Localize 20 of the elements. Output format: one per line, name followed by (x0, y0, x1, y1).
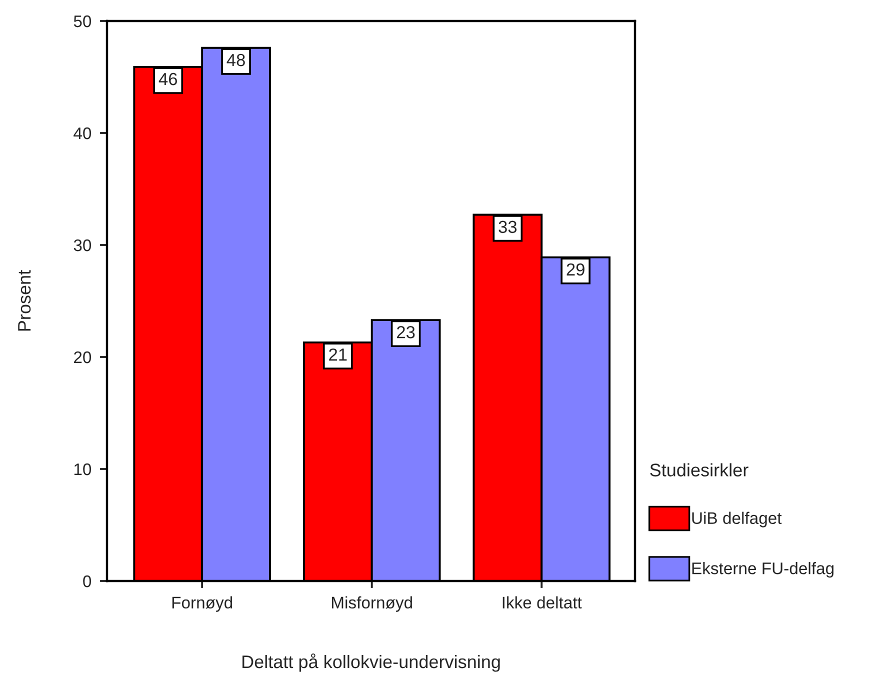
y-axis-title: Prosent (18, 270, 31, 331)
legend-label: UiB delfaget (692, 512, 782, 528)
y-tick-label: 20 (74, 351, 92, 364)
data-label: 48 (226, 54, 245, 66)
data-label: 33 (498, 220, 517, 234)
x-tick-label: Ikke deltatt (502, 596, 582, 609)
data-label: 21 (329, 348, 347, 361)
data-label: 29 (566, 263, 584, 276)
data-label: 23 (397, 326, 415, 338)
legend-label: Eksterne FU-delfag (692, 562, 834, 578)
y-tick-label: 10 (74, 463, 92, 476)
y-tick-label: 0 (83, 575, 92, 588)
x-axis-title: Deltatt på kollokvie-undervisning (242, 653, 500, 672)
x-tick-label: Fornøyd (172, 596, 232, 612)
x-tick-label: Misfornøyd (332, 596, 412, 612)
y-tick-label: 50 (74, 15, 92, 28)
y-tick-label: 40 (74, 127, 92, 140)
y-tick-label: 30 (74, 239, 92, 252)
legend-title: Studiesirkler (650, 463, 748, 476)
data-label: 46 (158, 72, 178, 86)
